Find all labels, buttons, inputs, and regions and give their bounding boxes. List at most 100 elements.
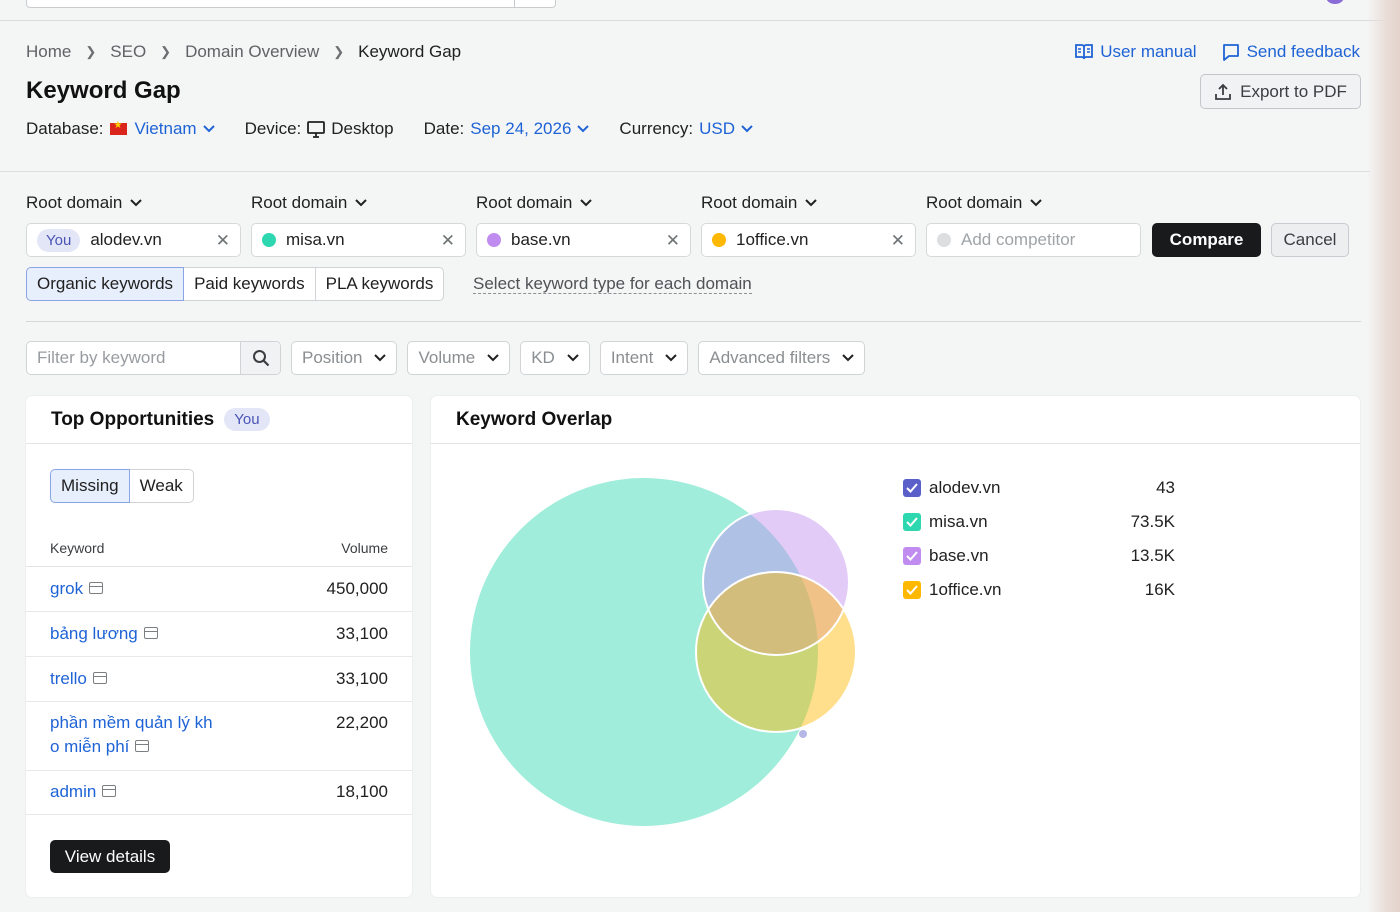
checkbox-checked-icon[interactable] xyxy=(903,513,921,531)
section-divider xyxy=(0,171,1370,172)
checkbox-checked-icon[interactable] xyxy=(903,547,921,565)
volume-filter[interactable]: Volume xyxy=(407,341,511,375)
chevron-down-icon xyxy=(487,354,499,362)
currency-selector[interactable]: Currency: USD xyxy=(619,119,753,139)
color-dot xyxy=(262,233,276,247)
page-title: Keyword Gap xyxy=(26,77,181,104)
domain-field-competitor-3[interactable]: 1office.vn ✕ xyxy=(701,223,916,257)
checkbox-checked-icon[interactable] xyxy=(903,479,921,497)
serp-icon xyxy=(102,784,117,797)
chevron-down-icon xyxy=(577,125,590,133)
top-opportunities-card: Top Opportunities You Missing Weak Keywo… xyxy=(26,396,412,897)
legend-item-misa[interactable]: misa.vn 73.5K xyxy=(903,505,1175,539)
chevron-down-icon xyxy=(1030,199,1043,207)
filter-bar: Filter by keyword Position Volume KD Int… xyxy=(26,341,866,375)
table-row: bảng lương 33,100 xyxy=(26,612,412,657)
color-dot xyxy=(487,233,501,247)
chevron-down-icon xyxy=(842,354,855,362)
root-domain-dropdown-1[interactable]: Root domain xyxy=(26,193,251,213)
select-keyword-type-link[interactable]: Select keyword type for each domain xyxy=(473,274,752,294)
breadcrumb-seo[interactable]: SEO xyxy=(110,42,147,61)
domain-field-competitor-2[interactable]: base.vn ✕ xyxy=(476,223,691,257)
keyword-filter-input[interactable]: Filter by keyword xyxy=(26,341,281,375)
avatar[interactable] xyxy=(1326,0,1344,4)
keyword-link[interactable]: phần mềm quản lý kh o miễn phí xyxy=(50,713,213,756)
tab-weak[interactable]: Weak xyxy=(129,469,194,503)
top-bar xyxy=(0,0,1400,21)
legend-item-1office[interactable]: 1office.vn 16K xyxy=(903,573,1175,607)
send-feedback-link[interactable]: Send feedback xyxy=(1221,42,1360,62)
serp-icon xyxy=(135,739,150,752)
cancel-button[interactable]: Cancel xyxy=(1271,223,1349,257)
tab-missing[interactable]: Missing xyxy=(50,469,130,503)
root-domain-dropdown-2[interactable]: Root domain xyxy=(251,193,476,213)
device-selector: Device: Desktop xyxy=(244,119,394,138)
clear-icon[interactable]: ✕ xyxy=(890,231,905,250)
table-row: admin 18,100 xyxy=(26,771,412,815)
table-header: Keyword Volume xyxy=(26,536,412,567)
kd-filter[interactable]: KD xyxy=(520,341,590,375)
chevron-down-icon xyxy=(567,354,579,362)
add-competitor-input[interactable]: Add competitor xyxy=(926,223,1141,257)
upload-icon xyxy=(1215,83,1232,100)
keyword-link[interactable]: admin xyxy=(50,780,230,804)
chevron-right-icon: ❯ xyxy=(85,44,97,59)
clear-icon[interactable]: ✕ xyxy=(440,231,455,250)
global-search-input[interactable] xyxy=(26,0,556,8)
clear-icon[interactable]: ✕ xyxy=(215,231,230,250)
keyword-link[interactable]: bảng lương xyxy=(50,622,230,646)
chevron-down-icon xyxy=(374,354,387,362)
missing-weak-toggle: Missing Weak xyxy=(50,469,194,503)
advanced-filters[interactable]: Advanced filters xyxy=(698,341,866,375)
keyword-link[interactable]: trello xyxy=(50,667,230,691)
keyword-link[interactable]: grok xyxy=(50,577,230,601)
view-details-button[interactable]: View details xyxy=(50,840,170,873)
color-dot xyxy=(937,233,951,247)
chevron-down-icon xyxy=(580,199,593,207)
user-manual-link[interactable]: User manual xyxy=(1074,42,1197,62)
breadcrumb: Home ❯ SEO ❯ Domain Overview ❯ Keyword G… xyxy=(26,42,461,62)
venn-diagram xyxy=(470,478,857,826)
tab-pla-keywords[interactable]: PLA keywords xyxy=(315,267,445,301)
section-divider xyxy=(26,321,1361,322)
chat-icon xyxy=(1222,44,1239,61)
search-button[interactable] xyxy=(240,342,280,374)
window-edge xyxy=(1368,0,1400,912)
serp-icon xyxy=(89,581,104,594)
tab-organic-keywords[interactable]: Organic keywords xyxy=(26,267,185,301)
chevron-down-icon xyxy=(355,199,368,207)
export-pdf-button[interactable]: Export to PDF xyxy=(1200,74,1361,109)
root-domain-dropdown-3[interactable]: Root domain xyxy=(476,193,701,213)
venn-circle-alodev xyxy=(799,730,807,738)
card-header: Top Opportunities You xyxy=(26,396,412,444)
root-domain-dropdown-4[interactable]: Root domain xyxy=(701,193,926,213)
you-badge: You xyxy=(224,408,270,431)
legend-item-base[interactable]: base.vn 13.5K xyxy=(903,539,1175,573)
card-header: Keyword Overlap xyxy=(431,396,1360,444)
chevron-down-icon xyxy=(130,199,143,207)
venn-circle-1office xyxy=(696,572,856,732)
breadcrumb-home[interactable]: Home xyxy=(26,42,72,61)
database-selector[interactable]: Database: Vietnam xyxy=(26,119,215,139)
tab-paid-keywords[interactable]: Paid keywords xyxy=(184,267,316,301)
table-row: grok 450,000 xyxy=(26,568,412,612)
search-icon xyxy=(252,350,269,367)
vietnam-flag-icon xyxy=(109,120,127,135)
keyword-overlap-card: Keyword Overlap alodev.vn 43 misa.vn 73.… xyxy=(431,396,1360,897)
intent-filter[interactable]: Intent xyxy=(599,341,689,375)
keyword-type-tabs: Organic keywords Paid keywords PLA keywo… xyxy=(26,267,445,301)
chevron-down-icon xyxy=(665,354,678,362)
root-domain-dropdown-5[interactable]: Root domain xyxy=(926,193,1151,213)
overlap-legend: alodev.vn 43 misa.vn 73.5K base.vn 13.5K… xyxy=(903,471,1175,607)
breadcrumb-domain-overview[interactable]: Domain Overview xyxy=(185,42,320,61)
clear-icon[interactable]: ✕ xyxy=(665,231,680,250)
domain-field-competitor-1[interactable]: misa.vn ✕ xyxy=(251,223,466,257)
report-settings: Database: Vietnam Device: Desktop Date: … xyxy=(26,119,783,139)
serp-icon xyxy=(92,671,107,684)
date-selector[interactable]: Date: Sep 24, 2026 xyxy=(424,119,590,139)
checkbox-checked-icon[interactable] xyxy=(903,581,921,599)
domain-field-you[interactable]: You alodev.vn ✕ xyxy=(26,223,241,257)
compare-button[interactable]: Compare xyxy=(1152,223,1261,257)
position-filter[interactable]: Position xyxy=(291,341,398,375)
legend-item-alodev[interactable]: alodev.vn 43 xyxy=(903,471,1175,505)
